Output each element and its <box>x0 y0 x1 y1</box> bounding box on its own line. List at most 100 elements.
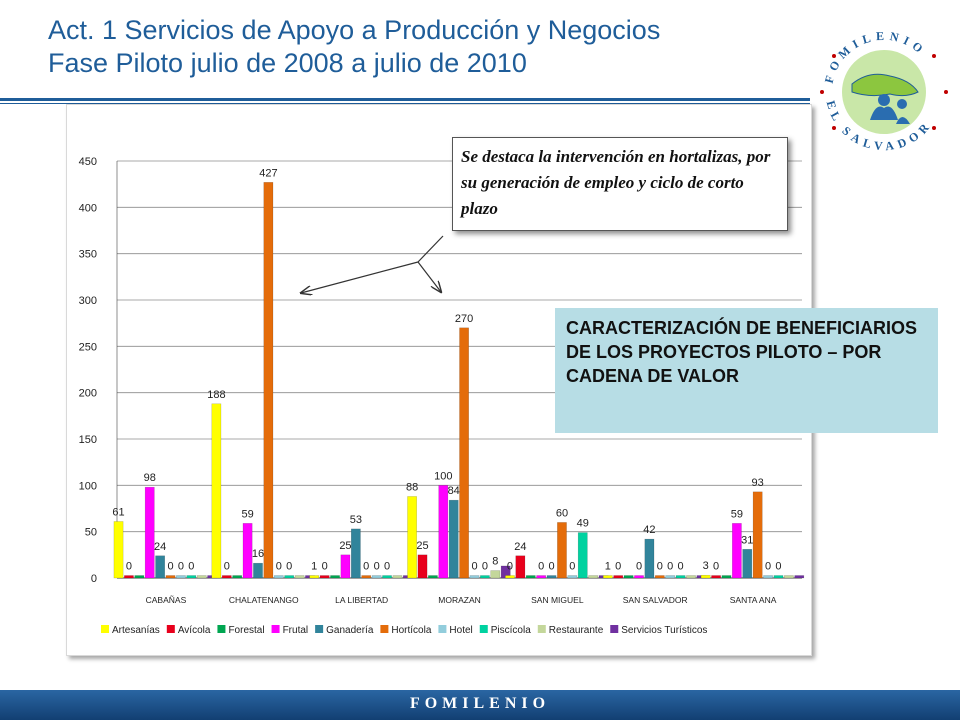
bar-hotel <box>469 575 480 579</box>
bar-hortícola <box>557 522 567 579</box>
y-tick-label: 400 <box>79 202 97 214</box>
data-label: 0 <box>322 561 328 573</box>
legend-label: Avícola <box>178 625 211 636</box>
bar-restaurante <box>392 575 403 579</box>
bar-piscícola <box>773 575 784 579</box>
slide-title: Act. 1 Servicios de Apoyo a Producción y… <box>48 14 660 80</box>
bar-hotel <box>273 575 284 579</box>
legend-label: Artesanías <box>112 625 160 636</box>
data-label: 0 <box>636 561 642 573</box>
data-label: 188 <box>207 389 225 401</box>
x-tick-label: MORAZAN <box>438 595 481 605</box>
bar-restaurante <box>588 575 599 579</box>
bar-forestal <box>721 575 732 579</box>
y-tick-label: 150 <box>79 434 97 446</box>
bar-avícola <box>613 575 624 579</box>
bar-artesanías <box>407 496 417 579</box>
data-label: 0 <box>667 561 673 573</box>
legend-label: Restaurante <box>549 625 604 636</box>
data-label: 93 <box>752 477 764 489</box>
bar-restaurante <box>686 575 696 579</box>
bar-forestal <box>428 575 438 579</box>
data-label: 0 <box>178 561 184 573</box>
data-label: 24 <box>514 541 526 553</box>
bar-hortícola <box>263 182 274 579</box>
data-label: 60 <box>556 507 568 519</box>
bar-frutal <box>634 575 644 579</box>
data-label: 0 <box>482 561 488 573</box>
footer-bar: FOMILENIO <box>0 690 960 720</box>
callout-text: Se destaca la intervención en hortalizas… <box>461 147 771 218</box>
data-label: 0 <box>384 561 390 573</box>
bar-forestal <box>525 575 536 579</box>
data-label: 0 <box>224 561 230 573</box>
legend-swatch <box>101 625 109 633</box>
bar-piscícola <box>186 575 197 579</box>
y-tick-label: 300 <box>79 295 97 307</box>
data-label: 1 <box>605 561 611 573</box>
data-label: 270 <box>455 313 473 325</box>
bar-frutal <box>536 575 547 579</box>
data-label: 3 <box>703 560 709 572</box>
legend-swatch <box>315 625 324 633</box>
bar-artesanías <box>113 521 124 579</box>
bar-forestal <box>232 575 243 579</box>
data-label: 49 <box>577 518 589 530</box>
legend-label: Hortícola <box>391 625 431 636</box>
bar-hortícola <box>165 575 176 579</box>
data-label: 84 <box>448 485 460 497</box>
legend-label: Forestal <box>228 625 264 636</box>
bar-ganadería <box>448 499 459 579</box>
bar-avícola <box>417 554 428 579</box>
bar-frutal <box>144 486 155 579</box>
bar-piscícola <box>480 575 490 579</box>
y-tick-label: 450 <box>79 156 97 168</box>
bar-artesanías <box>505 575 515 579</box>
bar-restaurante <box>490 570 501 579</box>
x-tick-label: LA LIBERTAD <box>335 595 388 605</box>
legend-label: Hotel <box>449 625 472 636</box>
bar-hotel <box>665 575 676 579</box>
data-label: 0 <box>775 561 781 573</box>
data-label: 0 <box>126 561 132 573</box>
data-label: 25 <box>416 540 428 552</box>
bar-restaurante <box>196 575 207 579</box>
bar-artesanías <box>700 574 711 579</box>
legend-swatch <box>438 625 447 633</box>
bar-forestal <box>134 575 145 579</box>
x-tick-label: SAN MIGUEL <box>531 595 584 605</box>
data-label: 16 <box>252 548 264 560</box>
bar-artesanías <box>309 575 320 579</box>
data-label: 8 <box>492 556 498 568</box>
data-label: 0 <box>507 561 513 573</box>
data-label: 0 <box>471 561 477 573</box>
bar-ganadería <box>350 528 361 579</box>
legend-swatch <box>271 625 280 633</box>
data-label: 0 <box>167 561 173 573</box>
bar-hotel <box>176 575 186 579</box>
data-label: 0 <box>538 561 544 573</box>
bar-ganadería <box>155 555 165 579</box>
legend-swatch <box>537 625 546 633</box>
bar-hotel <box>763 575 773 579</box>
bar-artesanías <box>602 575 613 579</box>
bar-frutal <box>242 523 253 579</box>
data-label: 61 <box>112 506 124 518</box>
legend-label: Frutal <box>283 625 309 636</box>
bar-ganadería <box>742 549 753 579</box>
data-label: 98 <box>144 472 156 484</box>
bar-piscícola <box>382 575 392 579</box>
bar-forestal <box>623 575 634 579</box>
data-label: 59 <box>731 508 743 520</box>
x-tick-label: SAN SALVADOR <box>623 595 688 605</box>
y-tick-label: 350 <box>79 249 97 261</box>
bar-ganadería <box>644 538 655 579</box>
bar-frutal <box>732 523 742 579</box>
y-tick-label: 0 <box>91 573 97 585</box>
bar-hortícola <box>752 491 763 579</box>
legend-label: Ganadería <box>326 625 374 636</box>
legend-swatch <box>610 625 619 633</box>
legend-swatch <box>166 625 175 633</box>
bar-frutal <box>340 554 351 579</box>
data-label: 0 <box>657 561 663 573</box>
